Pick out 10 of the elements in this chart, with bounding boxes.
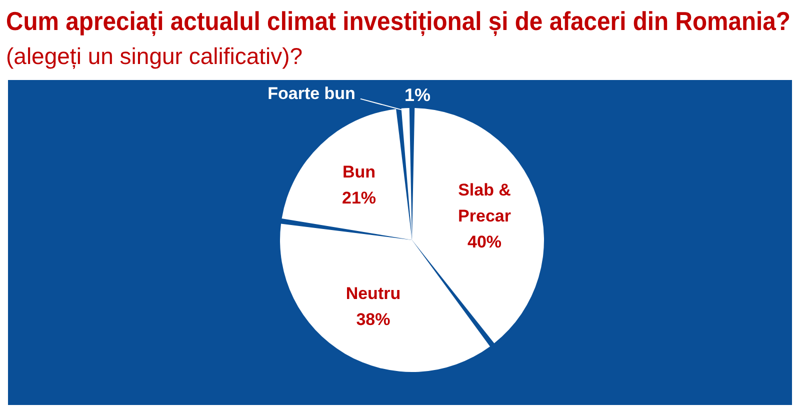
data-label: 21%: [342, 188, 376, 208]
slice-label: Foarte bun: [268, 84, 356, 103]
chart-title: Cum apreciați actualul climat investițional și de afaceri din Romania?: [6, 7, 790, 36]
data-label: 40%: [468, 232, 502, 252]
slice-label: Slab & Precar: [458, 180, 512, 226]
data-label: 1%: [404, 84, 430, 105]
slice-label: Neutru: [346, 284, 401, 304]
slice-label: Bun: [342, 162, 376, 182]
chart-subtitle: (alegeți un singur calificativ)?: [6, 43, 303, 69]
data-label: 38%: [356, 310, 390, 330]
